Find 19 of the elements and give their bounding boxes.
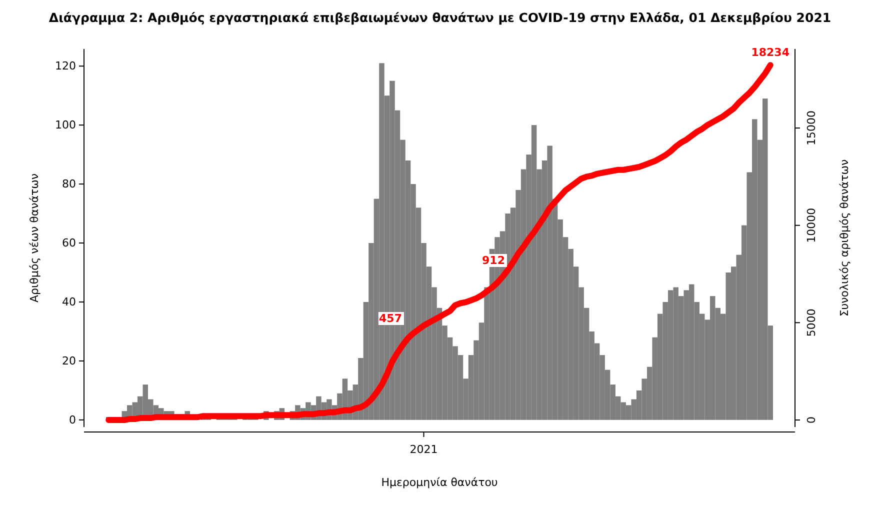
chart-title: Διάγραμμα 2: Αριθμός εργαστηριακά επιβεβαιωμένων θανάτων με COVID-19 στην Ελλάδα, 01 Δεκεμβρίου 2021 bbox=[48, 10, 832, 25]
y-tick-label: 40 bbox=[62, 296, 76, 309]
annotation: 18234 bbox=[751, 46, 790, 59]
annotation: 912 bbox=[482, 254, 505, 267]
y-tick-label: 0 bbox=[69, 413, 76, 426]
y2-tick-label: 15000 bbox=[804, 110, 818, 146]
x-axis-title: Ημερομηνία θανάτου bbox=[381, 476, 498, 489]
y2-tick-label: 5000 bbox=[804, 308, 818, 337]
y-tick-label: 60 bbox=[62, 236, 76, 250]
annotation: 457 bbox=[379, 312, 402, 325]
y-tick-label: 80 bbox=[62, 178, 76, 191]
y-tick-label: 100 bbox=[55, 118, 76, 132]
y2-tick-label: 0 bbox=[804, 416, 818, 424]
y-tick-label: 20 bbox=[62, 354, 76, 368]
y-axis-title: Αριθμός νέων θανάτων bbox=[28, 174, 41, 302]
x-tick-label: 2021 bbox=[410, 443, 438, 456]
y2-tick-label: 10000 bbox=[804, 208, 818, 243]
y2-axis-title: Συνολικός αριθμός θανάτων bbox=[838, 159, 851, 317]
y-tick-label: 120 bbox=[55, 60, 76, 73]
